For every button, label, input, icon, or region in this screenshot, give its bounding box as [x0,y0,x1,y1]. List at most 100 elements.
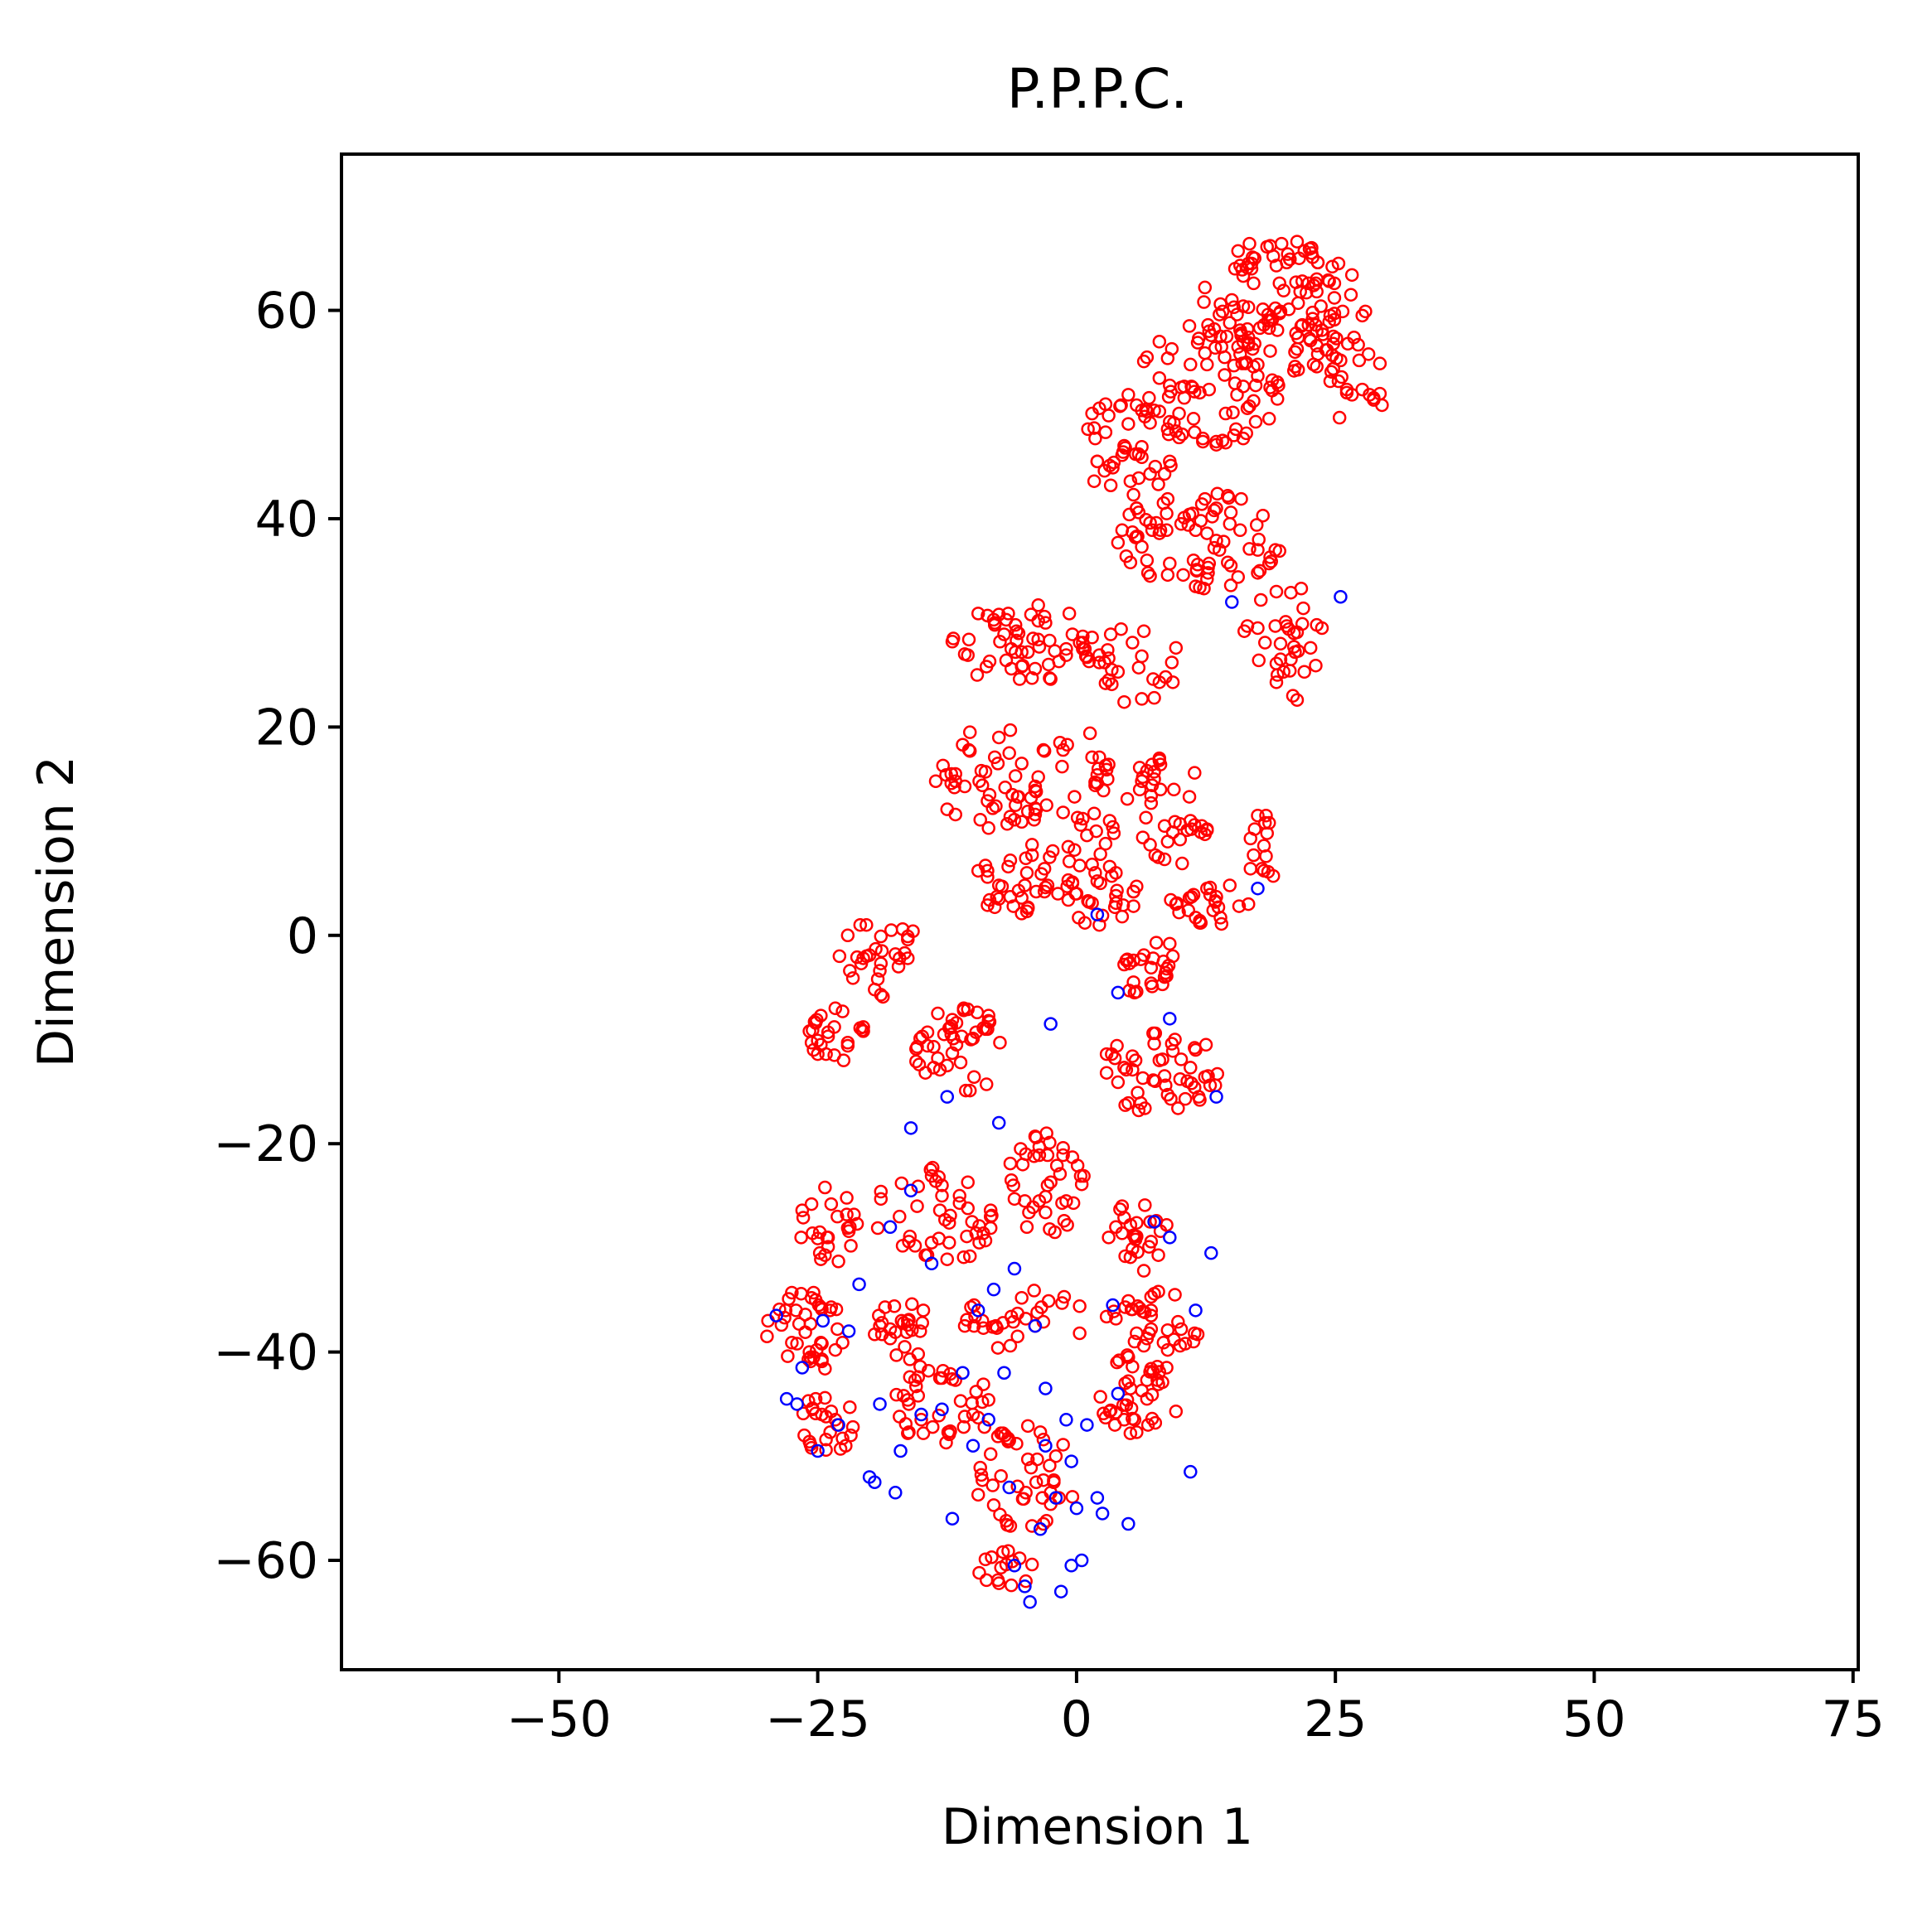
red-point [1118,1249,1132,1264]
red-point [1270,323,1285,337]
red-point [1130,1216,1144,1230]
red-point [1197,581,1211,596]
red-point [1000,817,1014,831]
red-point [942,1236,956,1250]
red-point [1339,382,1354,397]
red-point [1249,518,1264,532]
red-point [814,1300,828,1314]
red-point [1143,416,1157,430]
red-point [1309,658,1323,673]
blue-point [1121,1516,1135,1531]
red-point [1151,1284,1165,1298]
red-point [945,635,960,649]
red-point [828,1001,843,1016]
red-point [1295,317,1310,332]
red-point [1251,808,1265,823]
red-point [1039,1126,1053,1140]
red-point [1322,315,1336,329]
red-point [1151,850,1165,864]
red-point [1106,1304,1121,1318]
red-point [893,951,907,965]
red-point [1264,554,1278,568]
red-point [1147,690,1161,705]
red-point [1233,323,1247,337]
blue-point [940,1090,955,1104]
red-point [940,1252,955,1266]
red-point [1053,735,1068,750]
red-point [796,1211,811,1225]
red-point [1214,340,1229,354]
red-point [1061,873,1076,887]
red-point [1242,236,1257,251]
red-point [1213,543,1227,557]
red-point [1140,553,1155,568]
red-point [1073,636,1087,650]
red-point [999,1557,1014,1572]
red-point [1237,624,1252,638]
red-point [1097,1406,1111,1421]
red-point [969,1385,983,1399]
red-point [1153,782,1168,797]
red-point [1124,1302,1139,1317]
red-point [1107,900,1122,915]
red-point [1147,1037,1161,1051]
red-point [975,1395,990,1410]
red-point [1093,1390,1107,1404]
red-point [1288,345,1302,360]
red-point [829,1302,844,1317]
red-point [1155,1052,1169,1066]
red-point [1001,607,1015,621]
red-point [1106,461,1120,475]
red-point [1252,563,1267,578]
red-point [874,929,889,944]
blue-point [816,1313,830,1328]
red-point [1146,1073,1160,1087]
y-axis-label: Dimension 2 [27,756,85,1067]
red-point [1218,406,1233,421]
red-point [1243,862,1258,876]
red-point [843,964,857,978]
red-point [840,1191,854,1205]
red-point [1065,1150,1080,1164]
red-point [1135,774,1149,788]
red-point [978,1552,993,1567]
red-point [795,1203,810,1217]
red-point [986,1498,1001,1512]
red-point [1031,632,1045,647]
blue-point [1069,1501,1084,1516]
red-point [1092,648,1106,662]
red-point [828,1342,843,1357]
series-red-points [760,235,1389,1593]
red-point [1003,1156,1018,1171]
red-point [1223,517,1237,531]
red-point [856,1020,870,1034]
red-point [1171,1314,1185,1329]
blue-point [1204,1245,1218,1260]
red-point [832,949,847,964]
red-point [1059,1194,1073,1208]
blue-point [1048,1491,1063,1505]
red-point [870,1221,885,1236]
red-point [1073,1326,1087,1341]
red-point [1056,1438,1070,1452]
blue-point [1106,1298,1120,1313]
red-point [1198,1037,1213,1052]
red-point [1010,624,1024,638]
red-point [1126,1062,1140,1077]
red-point [1209,534,1223,548]
red-point [1055,1296,1069,1310]
red-point [1092,750,1106,765]
red-point [811,1047,825,1061]
red-point [1019,904,1034,919]
red-point [1196,434,1210,449]
red-point [1039,616,1053,630]
red-point [1118,1098,1132,1112]
red-point [1036,1432,1051,1447]
red-point [926,1160,940,1175]
red-point [1135,692,1149,706]
blue-point [831,1418,845,1432]
red-point [824,1197,839,1211]
red-point [1144,795,1159,810]
red-point [1198,827,1213,842]
red-point [976,1021,990,1035]
